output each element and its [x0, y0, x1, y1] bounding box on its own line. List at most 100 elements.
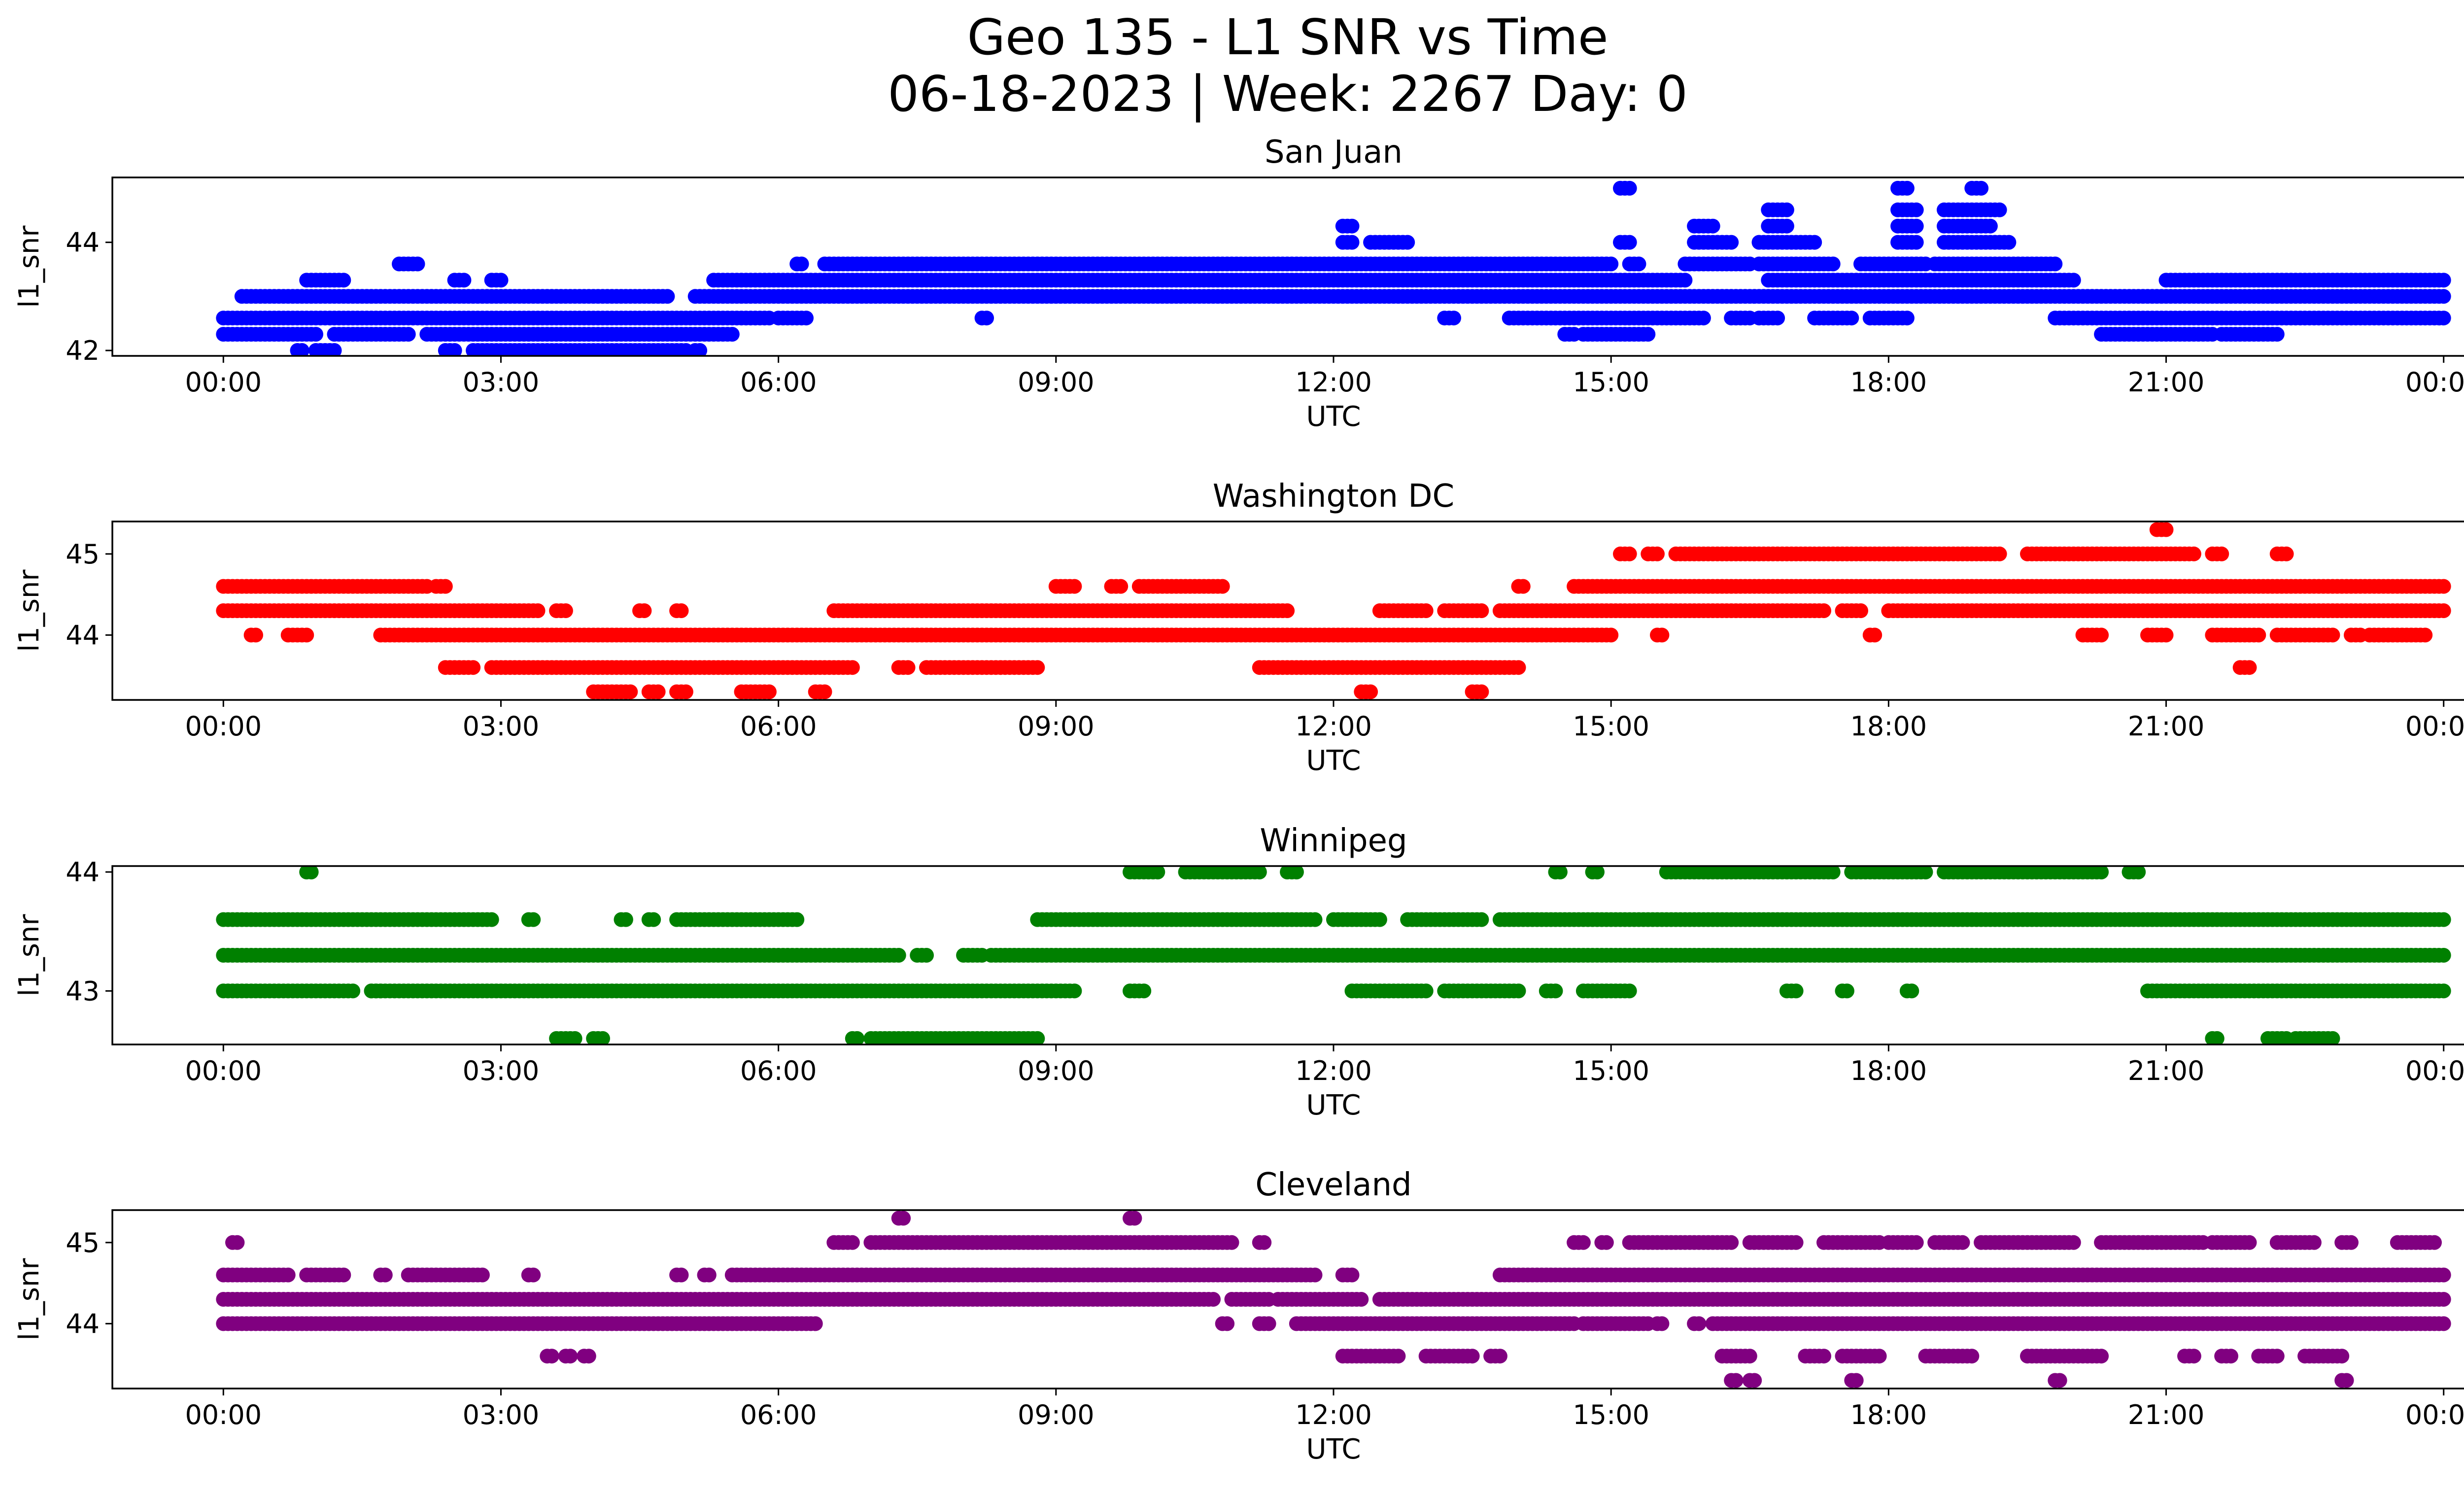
scatter-point: [1904, 983, 1919, 999]
scatter-point: [724, 327, 740, 342]
scatter-point: [2001, 235, 2017, 250]
scatter-point: [891, 948, 906, 963]
scatter-point: [1825, 866, 1841, 880]
scatter-point: [1779, 218, 1794, 234]
x-tick-label: 18:00: [1850, 1055, 1927, 1086]
scatter-point: [1363, 684, 1378, 699]
scatter-point: [2094, 866, 2109, 880]
scatter-point: [1220, 1316, 1235, 1331]
scatter-point: [1344, 218, 1360, 234]
subplot-title: Washington DC: [1213, 478, 1454, 515]
scatter-point: [1705, 218, 1720, 234]
scatter-point: [2131, 866, 2146, 880]
subplot-title: Cleveland: [1255, 1167, 1411, 1203]
scatter-point: [1691, 1316, 1707, 1331]
scatter-point: [2214, 546, 2229, 561]
scatter-point: [563, 1349, 578, 1364]
x-tick-label: 15:00: [1573, 711, 1649, 742]
scatter-point: [1839, 983, 1854, 999]
scatter-point: [2436, 579, 2451, 594]
scatter-point: [845, 660, 860, 675]
x-tick-label: 00:00: [185, 711, 262, 742]
x-tick-label: 18:00: [1850, 711, 1927, 742]
x-tick-label: 12:00: [1295, 1055, 1372, 1086]
scatter-point: [2436, 1316, 2451, 1331]
scatter-point: [2209, 1031, 2224, 1044]
scatter-point: [1909, 235, 1924, 250]
scatter-point: [2048, 256, 2063, 272]
x-tick-label: 06:00: [740, 1055, 817, 1086]
figure-title-line2: 06-18-2023 | Week: 2267 Day: 0: [888, 65, 1687, 123]
x-tick-label: 06:00: [740, 367, 817, 398]
scatter-point: [1696, 311, 1711, 326]
scatter-point: [2269, 327, 2285, 342]
y-tick-label: 44: [66, 227, 100, 258]
x-tick-label: 21:00: [2128, 1055, 2205, 1086]
scatter-point: [1289, 866, 1304, 880]
scatter-series: [216, 866, 2451, 1044]
scatter-point: [1067, 579, 1082, 594]
figure-title-line1: Geo 135 - L1 SNR vs Time: [967, 8, 1608, 66]
scatter-point: [1983, 218, 1998, 234]
scatter-point: [1548, 983, 1563, 999]
scatter-point: [447, 343, 462, 356]
scatter-point: [1511, 660, 1526, 675]
scatter-point: [1867, 627, 1882, 643]
x-axis-label: UTC: [1306, 745, 1361, 777]
scatter-point: [1872, 1349, 1887, 1364]
scatter-point: [1770, 311, 1785, 326]
scatter-point: [2094, 1349, 2109, 1364]
scatter-point: [1899, 180, 1915, 196]
scatter-point: [1590, 866, 1605, 880]
scatter-point: [1899, 311, 1915, 326]
scatter-point: [1992, 202, 2007, 217]
scatter-point: [2186, 1349, 2201, 1364]
scatter-point: [2325, 627, 2340, 643]
scatter-point: [1030, 660, 1045, 675]
scatter-point: [2334, 1349, 2350, 1364]
x-tick-label: 00:00: [185, 367, 262, 398]
scatter-point: [1677, 273, 1693, 288]
scatter-point: [466, 660, 481, 675]
scatter-point: [2436, 983, 2451, 999]
scatter-point: [2436, 273, 2451, 288]
scatter-point: [1474, 684, 1489, 699]
scatter-point: [2436, 603, 2451, 618]
scatter-point: [567, 1031, 582, 1044]
x-tick-label: 03:00: [463, 1055, 540, 1086]
scatter-point: [1654, 627, 1670, 643]
scatter-point: [2066, 273, 2081, 288]
scatter-point: [1654, 1316, 1670, 1331]
scatter-point: [623, 684, 638, 699]
subplot-title: San Juan: [1265, 134, 1403, 171]
scatter-point: [1030, 1031, 1045, 1044]
y-axis-label: l1_snr: [13, 569, 45, 652]
scatter-point: [1492, 1349, 1507, 1364]
scatter-point: [2279, 546, 2294, 561]
scatter-point: [1067, 983, 1082, 999]
y-tick-label: 45: [66, 539, 100, 570]
scatter-point: [1992, 546, 2007, 561]
scatter-point: [692, 343, 708, 356]
scatter-point: [1724, 235, 1739, 250]
scatter-point: [817, 684, 832, 699]
x-tick-label: 15:00: [1573, 367, 1649, 398]
scatter-point: [345, 983, 361, 999]
scatter-point: [1215, 579, 1230, 594]
subplot-title: Winnipeg: [1260, 823, 1407, 859]
y-tick-label: 43: [66, 975, 100, 1007]
scatter-point: [1252, 866, 1267, 880]
scatter-point: [1964, 1349, 1980, 1364]
x-tick-label: 00:00: [185, 1055, 262, 1086]
scatter-point: [248, 627, 263, 643]
scatter-point: [1909, 218, 1924, 234]
scatter-point: [299, 627, 314, 643]
scatter-point: [1511, 983, 1526, 999]
scatter-point: [2339, 1373, 2354, 1388]
scatter-point: [637, 603, 652, 618]
scatter-point: [1853, 603, 1868, 618]
scatter-point: [1788, 983, 1804, 999]
